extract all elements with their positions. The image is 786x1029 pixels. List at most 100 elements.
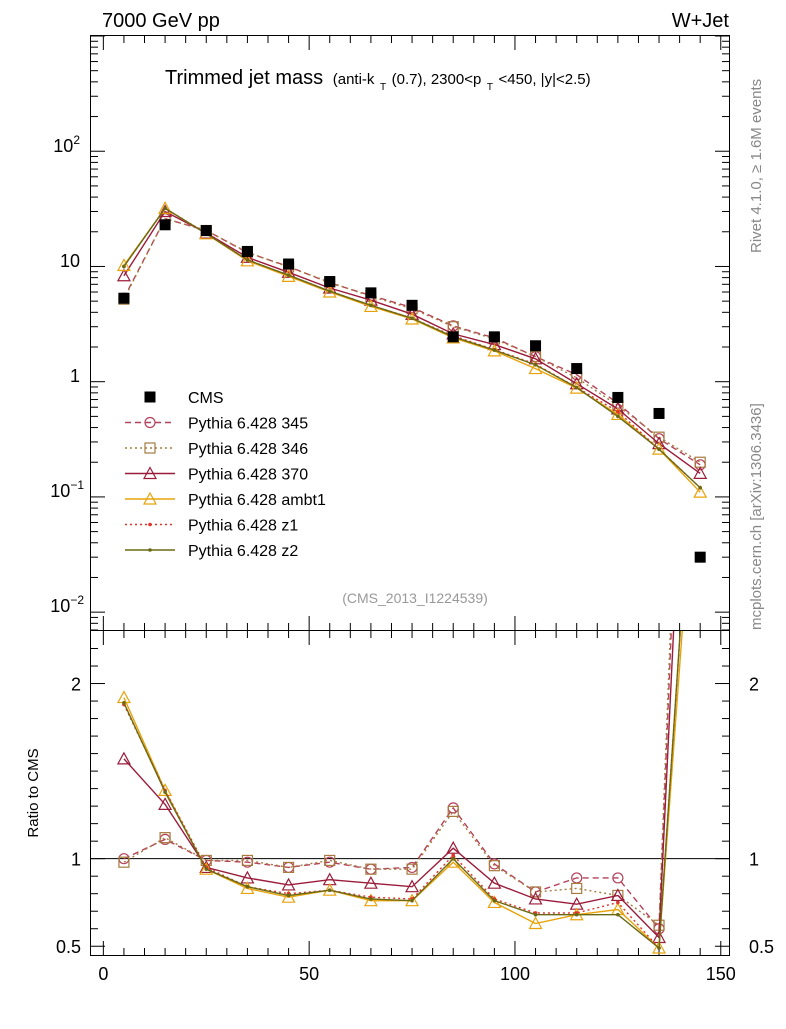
data-point: [533, 363, 538, 367]
legend-marker: [148, 522, 152, 527]
ratio-line: [123, 631, 675, 940]
data-point: [116, 268, 131, 282]
data-point: [116, 258, 131, 272]
title-main: Trimmed jet mass: [165, 67, 323, 89]
ratio-point: [616, 912, 620, 917]
ytick-100-exp: 2: [73, 133, 80, 147]
ratio-point: [322, 882, 337, 896]
ratio-point: [286, 893, 291, 898]
title-detail-c: (0.7), 2300<p: [392, 71, 482, 88]
ratio-series-pythia-6.428-370: [116, 631, 675, 944]
ratio-point: [447, 805, 459, 817]
ratio-line: [123, 631, 672, 927]
data-point: [652, 441, 667, 455]
data-point: [369, 303, 373, 308]
ytick-label-0.01: 10−2: [50, 593, 84, 616]
mcplots-label: mcplots.cern.ch [arXiv:1306.3436]: [748, 403, 765, 630]
ratio-point: [282, 861, 295, 874]
data-point: [528, 361, 543, 375]
data-point: [365, 287, 377, 299]
xtick-label: 50: [299, 964, 319, 984]
ratio-point: [487, 875, 502, 889]
ratio-axis-ticks: 0.5 0.5 1 1 2 2 0 50 100 150: [56, 631, 774, 984]
ratio-ytick-label: 1: [71, 850, 81, 870]
ratio-ytick-label: 0.5: [56, 937, 81, 957]
ratio-point: [446, 840, 461, 854]
title-detail-a: (anti-k: [333, 71, 375, 88]
ratio-point: [410, 898, 414, 903]
legend-marker: [144, 391, 156, 403]
ratio-ytick-label-right: 1: [749, 850, 759, 870]
ratio-point: [363, 893, 378, 907]
data-point: [122, 264, 126, 269]
data-point: [158, 200, 173, 214]
ratio-point: [698, 331, 702, 335]
ratio-point: [116, 751, 131, 765]
plot-title: Trimmed jet mass (anti-k T (0.7), 2300<p…: [165, 67, 591, 95]
analysis-label: (CMS_2013_I1224539): [342, 590, 488, 606]
ratio-point: [451, 856, 456, 861]
ratio-point: [327, 888, 332, 892]
legend-label: Pythia 6.428 345: [188, 416, 308, 433]
data-point: [410, 316, 414, 321]
ratio-point: [610, 888, 625, 902]
data-point: [118, 292, 130, 304]
ratio-ytick-label-right: 2: [749, 675, 759, 695]
ratio-point: [158, 783, 173, 796]
title-detail-e: <450, |y|<2.5): [499, 71, 591, 88]
ratio-point: [529, 886, 542, 898]
data-point: [693, 484, 708, 498]
xtick-label: 150: [706, 964, 736, 984]
data-point: [158, 204, 173, 218]
ratio-point: [159, 832, 171, 844]
data-point: [327, 289, 332, 293]
data-point: [286, 273, 291, 277]
data-point: [406, 299, 418, 311]
ratio-point: [528, 916, 543, 930]
data-point: [653, 407, 665, 419]
ratio-point: [694, 380, 706, 391]
ytick-100-base: 10: [53, 136, 73, 156]
ratio-point: [245, 884, 250, 889]
data-point: [324, 276, 336, 288]
ratio-point: [118, 856, 130, 868]
data-point: [241, 245, 253, 257]
title-detail-b: T: [380, 82, 386, 93]
legend-marker: [144, 442, 156, 454]
ytick-label-100: 102: [53, 133, 80, 156]
ytick-0.01-exp: −2: [70, 593, 84, 607]
data-point: [698, 485, 702, 490]
ytick-label-1: 1: [70, 366, 80, 386]
ratio-point: [281, 889, 296, 903]
ytick-0.1-exp: −1: [70, 478, 84, 492]
data-point: [612, 391, 624, 403]
ratio-point: [116, 690, 131, 704]
ratio-point: [241, 854, 254, 867]
data-point: [694, 551, 706, 563]
ratio-panel: 0.5 0.5 1 1 2 2 0 50 100 150 Ratio to CMS: [25, 331, 774, 984]
ytick-0.01-base: 10: [50, 596, 70, 616]
legend-entry: Pythia 6.428 z2: [125, 543, 298, 560]
ratio-series-pythia-6.428-346: [118, 631, 672, 931]
data-point: [488, 331, 500, 343]
legend-label: Pythia 6.428 346: [188, 441, 308, 458]
ratio-point: [163, 790, 167, 794]
ratio-point: [528, 891, 543, 905]
ratio-point: [616, 900, 620, 905]
series-line: [123, 210, 701, 474]
data-point: [530, 340, 542, 352]
data-point: [616, 414, 620, 419]
ratio-ylabel: Ratio to CMS: [25, 748, 42, 837]
ratio-point: [199, 860, 214, 874]
rivet-label: Rivet 4.1.0, ≥ 1.6M events: [748, 79, 765, 253]
ratio-point: [406, 863, 418, 875]
legend: CMS Pythia 6.428 345 Pythia 6.428 346 Pythi…: [125, 390, 326, 560]
data-point: [657, 447, 661, 451]
data-point: [159, 219, 171, 231]
ratio-ytick-label-right: 0.5: [749, 937, 774, 957]
ratio-point: [698, 331, 702, 335]
data-point: [405, 311, 420, 325]
legend-entry: Pythia 6.428 346: [125, 441, 308, 458]
main-axis-ticks: [91, 35, 729, 631]
